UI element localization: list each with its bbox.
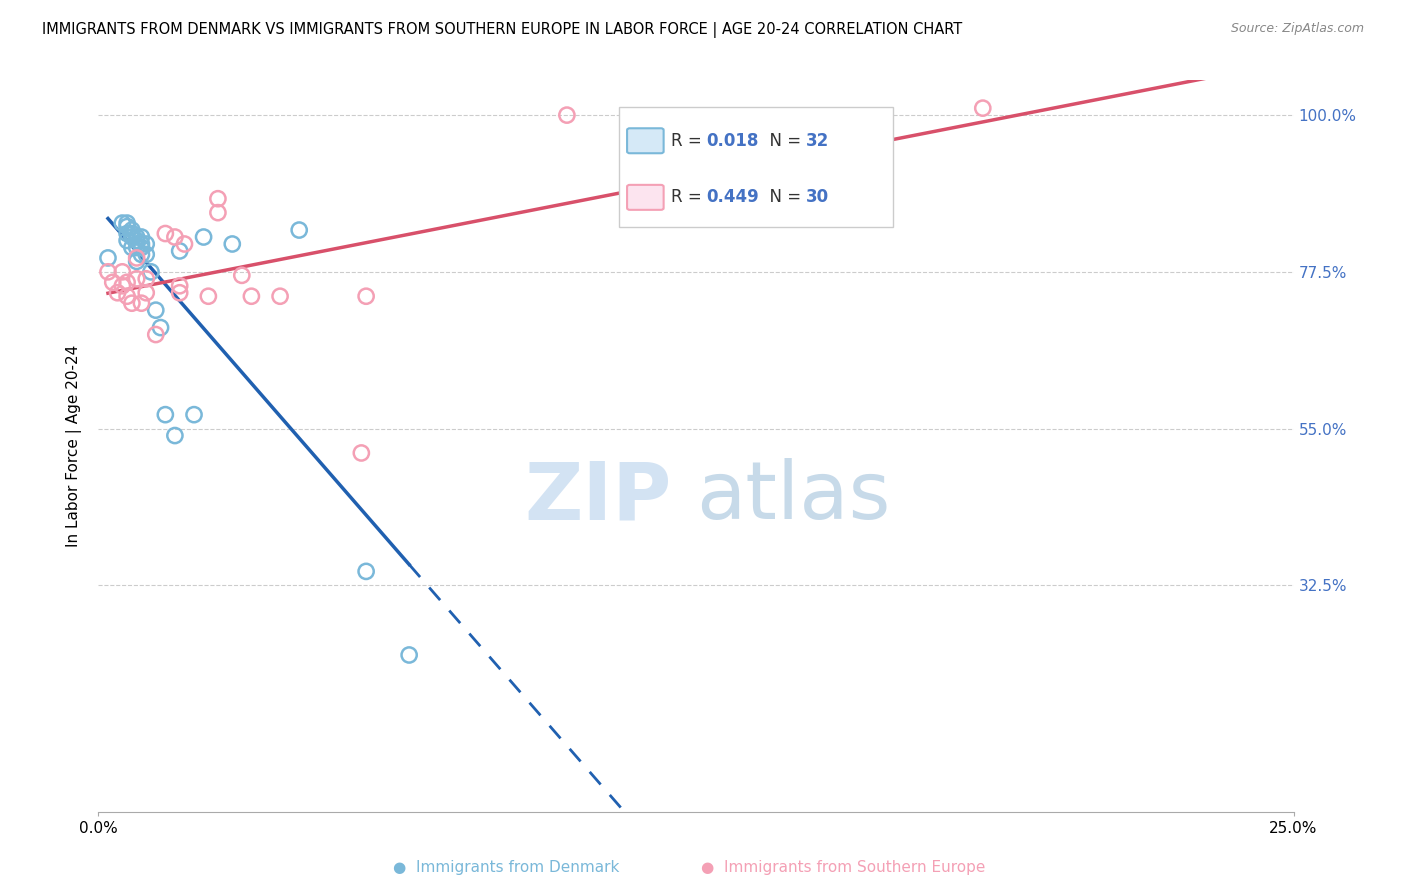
Point — [121, 223, 143, 237]
Point — [97, 251, 120, 265]
Point — [125, 240, 148, 254]
Point — [145, 327, 167, 342]
Point — [240, 289, 263, 303]
Point — [207, 192, 229, 206]
Text: 30: 30 — [806, 188, 828, 206]
Text: N =: N = — [759, 188, 807, 206]
Text: atlas: atlas — [696, 458, 890, 536]
Point — [131, 247, 153, 261]
Text: 0.449: 0.449 — [706, 188, 759, 206]
Text: ●  Immigrants from Southern Europe: ● Immigrants from Southern Europe — [702, 861, 986, 875]
Point — [125, 254, 148, 268]
Point — [125, 272, 148, 286]
Point — [131, 230, 153, 244]
Point — [121, 230, 143, 244]
Point — [221, 237, 243, 252]
Point — [121, 296, 143, 310]
Point — [131, 237, 153, 252]
Text: R =: R = — [671, 188, 707, 206]
Point — [183, 408, 205, 422]
Point — [838, 128, 860, 143]
Point — [131, 240, 153, 254]
Point — [288, 223, 311, 237]
Text: Source: ZipAtlas.com: Source: ZipAtlas.com — [1230, 22, 1364, 36]
Point — [139, 265, 162, 279]
Point — [197, 289, 219, 303]
Point — [207, 205, 229, 219]
Point — [269, 289, 291, 303]
Point — [135, 237, 157, 252]
Point — [111, 216, 134, 230]
Point — [115, 219, 138, 234]
Point — [193, 230, 215, 244]
Point — [135, 247, 157, 261]
Point — [145, 303, 167, 318]
Point — [169, 285, 191, 300]
Point — [101, 275, 124, 289]
Point — [350, 446, 373, 460]
Point — [115, 216, 138, 230]
Point — [115, 289, 138, 303]
Point — [169, 278, 191, 293]
Text: IMMIGRANTS FROM DENMARK VS IMMIGRANTS FROM SOUTHERN EUROPE IN LABOR FORCE | AGE : IMMIGRANTS FROM DENMARK VS IMMIGRANTS FR… — [42, 22, 963, 38]
Point — [111, 265, 134, 279]
Point — [115, 234, 138, 248]
Point — [115, 227, 138, 241]
Text: 32: 32 — [806, 132, 830, 150]
Text: R =: R = — [671, 132, 707, 150]
Point — [398, 648, 420, 662]
Point — [163, 230, 186, 244]
Point — [173, 237, 195, 252]
Point — [121, 240, 143, 254]
Point — [231, 268, 253, 283]
Point — [155, 408, 177, 422]
Point — [135, 272, 157, 286]
Point — [155, 227, 177, 241]
Point — [107, 285, 129, 300]
Text: 0.018: 0.018 — [706, 132, 758, 150]
Point — [111, 278, 134, 293]
Point — [115, 275, 138, 289]
Point — [163, 428, 186, 442]
Point — [125, 251, 148, 265]
Point — [125, 230, 148, 244]
Point — [125, 234, 148, 248]
Point — [149, 320, 172, 334]
Text: ZIP: ZIP — [524, 458, 672, 536]
Point — [97, 265, 120, 279]
Point — [354, 289, 377, 303]
Point — [555, 108, 578, 122]
Point — [121, 227, 143, 241]
Text: ●  Immigrants from Denmark: ● Immigrants from Denmark — [392, 861, 620, 875]
Point — [135, 285, 157, 300]
Text: N =: N = — [759, 132, 807, 150]
Point — [131, 296, 153, 310]
Y-axis label: In Labor Force | Age 20-24: In Labor Force | Age 20-24 — [66, 345, 83, 547]
Point — [972, 101, 994, 115]
Point — [354, 565, 377, 579]
Point — [169, 244, 191, 258]
